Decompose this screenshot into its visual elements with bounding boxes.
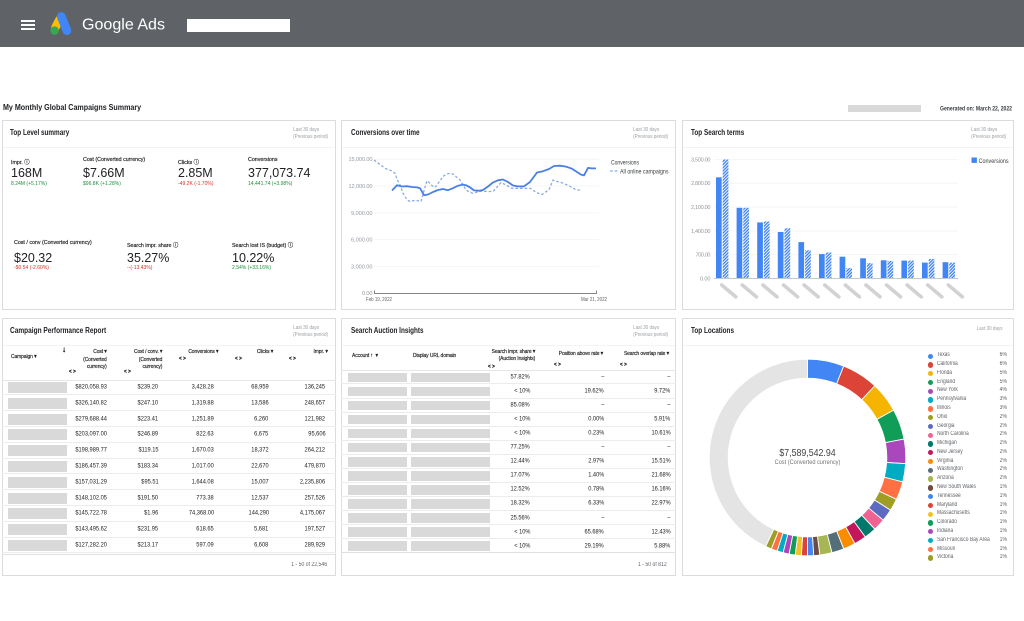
svg-text:1,400.00: 1,400.00: [691, 229, 711, 235]
svg-text:9,000.00: 9,000.00: [351, 211, 373, 217]
svg-text:Feb 19, 2022: Feb 19, 2022: [366, 297, 392, 303]
svg-text:0.00: 0.00: [700, 276, 711, 282]
svg-text:All online campaigns: All online campaigns: [620, 169, 669, 175]
svg-text:Generated on: March 22, 2022: Generated on: March 22, 2022: [940, 106, 1012, 113]
svg-text:Google Ads: Google Ads: [82, 17, 165, 34]
svg-text:12,000.00: 12,000.00: [349, 184, 373, 190]
svg-text:Mar 21, 2022: Mar 21, 2022: [581, 297, 607, 303]
svg-text:3,000.00: 3,000.00: [351, 265, 373, 271]
svg-text:Conversions: Conversions: [611, 160, 639, 167]
svg-text:700.00: 700.00: [696, 253, 711, 259]
svg-text:2,800.00: 2,800.00: [691, 181, 711, 187]
svg-text:Conversions: Conversions: [979, 158, 1009, 165]
svg-text:15,000.00: 15,000.00: [349, 157, 373, 163]
svg-text:0.00: 0.00: [362, 291, 373, 297]
svg-text:6,000.00: 6,000.00: [351, 238, 373, 244]
svg-text:3,500.00: 3,500.00: [691, 158, 711, 164]
svg-text:Cost (Converted currency): Cost (Converted currency): [775, 459, 841, 466]
svg-text:$7,589,542.94: $7,589,542.94: [779, 448, 836, 459]
svg-text:2,100.00: 2,100.00: [691, 205, 711, 211]
